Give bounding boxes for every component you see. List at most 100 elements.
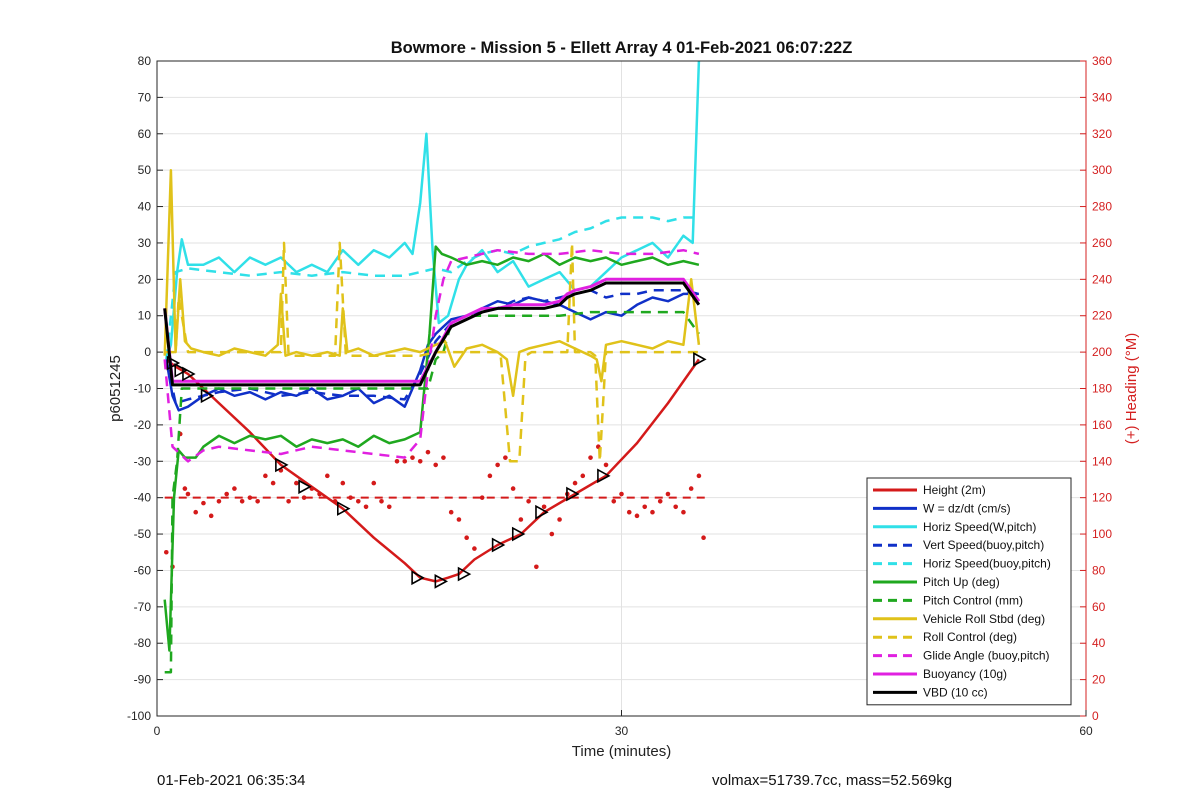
height-marker (511, 526, 526, 542)
heading-point (325, 473, 330, 479)
heading-point (270, 480, 276, 486)
heading-point (286, 499, 291, 504)
heading-point (619, 491, 624, 497)
height-marker (434, 574, 449, 589)
y2-tick-label: 40 (1092, 636, 1106, 650)
height-marker (174, 362, 188, 378)
y-tick-label: 0 (144, 345, 151, 359)
y2-tick-label: 320 (1092, 127, 1112, 141)
legend-label: Vehicle Roll Stbd (deg) (923, 612, 1045, 626)
y2-tick-label: 220 (1092, 309, 1112, 323)
y-tick-label: -70 (134, 600, 152, 614)
heading-point (193, 509, 199, 515)
heading-point (201, 500, 206, 506)
heading-point (410, 455, 415, 460)
series-line (164, 310, 700, 674)
heading-point (518, 517, 524, 522)
heading-point (402, 458, 408, 464)
y2-tick-label: 360 (1092, 54, 1112, 68)
heading-point (441, 455, 446, 460)
y-tick-label: -20 (134, 418, 152, 432)
y2-tick-label: 20 (1092, 673, 1106, 687)
legend-label: Horiz Speed(buoy,pitch) (923, 557, 1051, 571)
chart-title: Bowmore - Mission 5 - Ellett Array 4 01-… (391, 39, 853, 57)
legend-label: Glide Angle (buoy,pitch) (923, 649, 1050, 663)
series-layer (163, 60, 707, 674)
heading-point (340, 480, 346, 486)
height-marker (535, 504, 549, 520)
heading-point (163, 549, 169, 555)
y-tick-label: -40 (134, 491, 152, 505)
y2-tick-label: 140 (1092, 454, 1112, 468)
x-axis-label: Time (minutes) (572, 743, 671, 760)
height-marker (693, 352, 707, 367)
heading-point (394, 458, 400, 464)
heading-point (534, 564, 539, 570)
heading-point (224, 491, 229, 497)
y2-tick-label: 200 (1092, 345, 1112, 359)
y2-tick-label: 300 (1092, 163, 1112, 177)
axes: -100-90-80-70-60-50-40-30-20-10010203040… (127, 54, 1112, 738)
heading-point (294, 480, 299, 486)
legend-box (866, 477, 1072, 706)
heading-point (688, 486, 694, 491)
legend-label: Horiz Speed(W,pitch) (923, 520, 1036, 534)
height-marker (336, 501, 351, 516)
height-marker (566, 486, 580, 502)
heading-point (681, 509, 686, 515)
y2-tick-label: 120 (1092, 491, 1112, 505)
height-marker (411, 570, 425, 586)
heading-point (701, 535, 706, 540)
footer-timestamp: 01-Feb-2021 06:35:34 (157, 772, 306, 789)
y2-tick-label: 0 (1092, 709, 1099, 723)
heading-point (541, 504, 547, 510)
y-tick-label: -80 (134, 636, 152, 650)
y2-tick-label: 100 (1092, 527, 1112, 541)
footer-stats: volmax=51739.7cc, mass=52.569kg (712, 772, 953, 789)
heading-point (425, 449, 431, 455)
heading-point (216, 499, 222, 504)
legend-label: Buoyancy (10g) (923, 667, 1007, 681)
heading-point (379, 499, 384, 504)
heading-point (642, 504, 648, 510)
y-axis-label: p6051245 (107, 355, 124, 422)
heading-point (526, 499, 531, 504)
series-line (163, 245, 700, 652)
legend: Height (2m) W = dz/dt (cm/s) Horiz Speed(W… (866, 477, 1072, 706)
heading-point (363, 504, 369, 510)
heading-point (263, 473, 268, 479)
height-marker (597, 468, 611, 484)
heading-point (371, 480, 377, 486)
x-tick-label: 60 (1079, 724, 1093, 738)
heading-point (603, 462, 609, 468)
y-tick-label: -30 (134, 454, 152, 468)
heading-point (611, 499, 617, 504)
y2-axis-label: (+) Heading (°M) (1123, 333, 1140, 444)
heading-point (549, 531, 555, 537)
x-tick-label: 0 (154, 724, 161, 738)
series-line (165, 60, 701, 360)
heading-point (182, 486, 188, 491)
legend-label: Roll Control (deg) (923, 630, 1017, 644)
heading-point (696, 473, 702, 479)
heading-point (557, 517, 562, 522)
series-line (163, 281, 701, 387)
height-marker (298, 479, 312, 495)
legend-label: VBD (10 cc) (923, 685, 988, 699)
y2-tick-label: 80 (1092, 563, 1106, 577)
y-tick-label: 50 (138, 163, 152, 177)
legend-label: Pitch Up (deg) (923, 575, 1000, 589)
x-tick-label: 30 (615, 724, 629, 738)
heading-point (503, 455, 508, 460)
heading-point (232, 486, 237, 491)
y-tick-label: 80 (138, 54, 152, 68)
y2-tick-label: 240 (1092, 272, 1112, 286)
y2-tick-label: 260 (1092, 236, 1112, 250)
heading-point (479, 495, 485, 500)
y2-tick-label: 180 (1092, 382, 1112, 396)
y2-tick-label: 160 (1092, 418, 1112, 432)
legend-label: Height (2m) (923, 483, 986, 497)
series-line (163, 248, 700, 463)
y-tick-label: -50 (134, 527, 152, 541)
